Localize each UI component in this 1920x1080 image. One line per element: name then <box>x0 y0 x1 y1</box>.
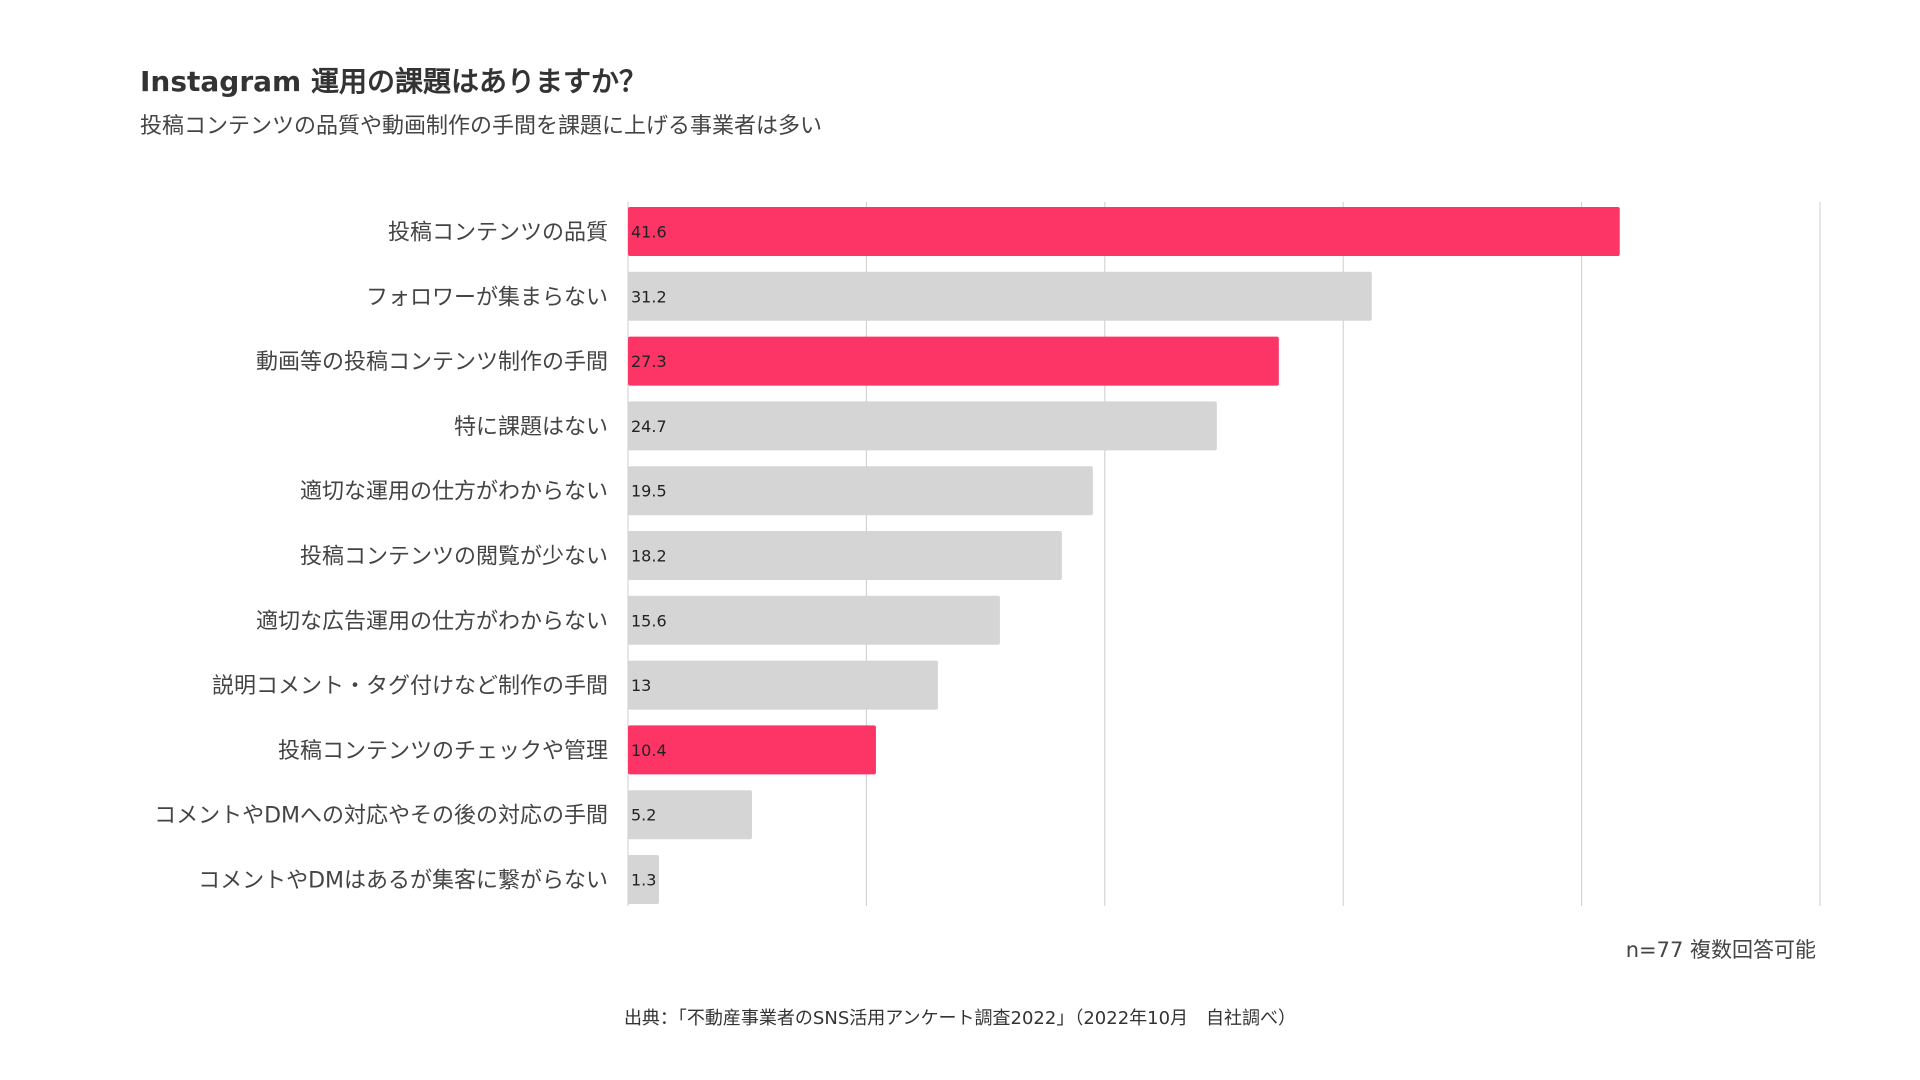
category-label: コメントやDMへの対応やその後の対応の手間 <box>154 804 608 829</box>
category-label: 投稿コンテンツの閲覧が少ない <box>300 545 608 570</box>
value-label: 13 <box>631 676 651 695</box>
value-label: 41.6 <box>631 223 667 242</box>
value-label: 31.2 <box>631 287 667 306</box>
value-label: 24.7 <box>631 417 667 436</box>
value-label: 27.3 <box>631 352 667 371</box>
value-label: 1.3 <box>631 871 656 890</box>
bar <box>628 595 1000 645</box>
bar <box>628 790 752 840</box>
chart-title: Instagram 運用の課題はありますか？ <box>140 65 647 98</box>
bar <box>628 725 876 775</box>
bar <box>628 466 1093 516</box>
bars: 41.6 31.2 27.3 24.7 19.5 18.2 15.6 13 10.4 5.2 1.3 <box>628 207 1620 904</box>
category-label: 適切な運用の仕方がわからない <box>300 480 608 505</box>
bar <box>628 401 1217 451</box>
category-label: 投稿コンテンツの品質 <box>388 221 608 246</box>
bar <box>628 271 1372 321</box>
category-label: 適切な広告運用の仕方がわからない <box>256 609 608 634</box>
value-label: 18.2 <box>631 547 667 566</box>
bar <box>628 660 938 710</box>
sample-note: n=77 複数回答可能 <box>1625 938 1816 962</box>
source-citation: 出典：「不動産事業者のSNS活用アンケート調査2022」（2022年10月 自社… <box>623 1008 1297 1029</box>
value-label: 15.6 <box>631 611 667 630</box>
category-label: 特に課題はない <box>454 415 608 440</box>
value-label: 5.2 <box>631 806 656 825</box>
bar-chart: 41.6 31.2 27.3 24.7 19.5 18.2 15.6 13 10.4 5.2 1.3… <box>154 202 1821 906</box>
chart-subtitle: 投稿コンテンツの品質や動画制作の手間を課題に上げる事業者は多い <box>140 114 823 139</box>
category-label: コメントやDMはあるが集客に繋がらない <box>198 869 608 894</box>
bar <box>628 855 659 904</box>
category-label: 動画等の投稿コンテンツ制作の手間 <box>256 350 608 375</box>
category-labels: 投稿コンテンツの品質フォロワーが集まらない動画等の投稿コンテンツ制作の手間特に課… <box>154 221 608 894</box>
bar <box>628 336 1279 386</box>
value-label: 19.5 <box>631 482 667 501</box>
category-label: 説明コメント・タグ付けなど制作の手間 <box>212 674 608 699</box>
value-label: 10.4 <box>631 741 667 760</box>
category-label: フォロワーが集まらない <box>366 285 608 310</box>
bar <box>628 207 1620 256</box>
bar <box>628 531 1062 580</box>
category-label: 投稿コンテンツのチェックや管理 <box>278 739 608 764</box>
